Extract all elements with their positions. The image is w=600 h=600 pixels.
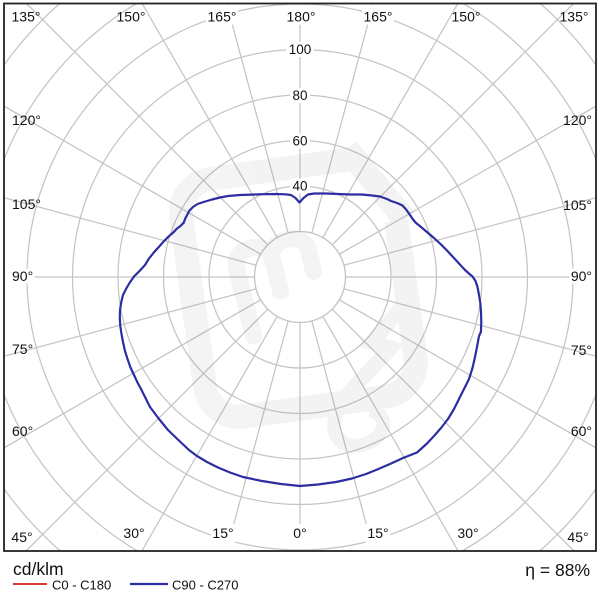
svg-text:135°: 135° [12, 9, 41, 25]
svg-text:0°: 0° [293, 525, 306, 541]
svg-text:180°: 180° [287, 9, 316, 25]
svg-text:105°: 105° [12, 196, 41, 212]
svg-text:cd/klm: cd/klm [13, 559, 64, 579]
svg-text:80: 80 [292, 88, 307, 103]
svg-text:90°: 90° [12, 268, 33, 284]
svg-text:120°: 120° [12, 112, 41, 128]
svg-text:75°: 75° [571, 342, 592, 358]
svg-text:60: 60 [292, 134, 307, 149]
svg-text:C90 - C270: C90 - C270 [172, 578, 238, 593]
svg-text:η = 88%: η = 88% [525, 560, 590, 580]
svg-text:150°: 150° [117, 9, 146, 25]
svg-text:30°: 30° [457, 525, 478, 541]
svg-text:100: 100 [289, 42, 312, 57]
svg-text:60°: 60° [571, 423, 592, 439]
svg-text:165°: 165° [364, 9, 393, 25]
svg-text:60°: 60° [12, 423, 33, 439]
svg-text:90°: 90° [571, 268, 592, 284]
svg-text:45°: 45° [11, 529, 32, 545]
svg-text:40: 40 [292, 179, 307, 194]
svg-text:C0 - C180: C0 - C180 [52, 578, 111, 593]
svg-text:135°: 135° [560, 9, 589, 25]
svg-text:165°: 165° [208, 9, 237, 25]
svg-text:120°: 120° [563, 112, 592, 128]
svg-text:75°: 75° [12, 341, 33, 357]
svg-text:30°: 30° [123, 525, 144, 541]
svg-text:15°: 15° [367, 525, 388, 541]
svg-text:45°: 45° [567, 529, 588, 545]
svg-text:15°: 15° [212, 525, 233, 541]
svg-text:150°: 150° [452, 9, 481, 25]
svg-text:105°: 105° [563, 197, 592, 213]
